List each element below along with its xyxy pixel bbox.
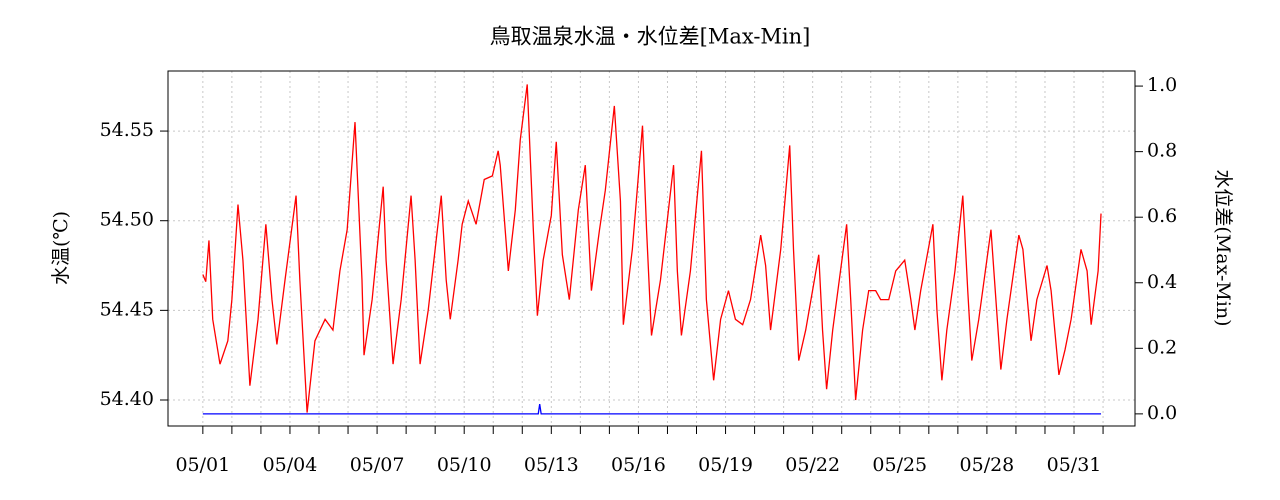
- y-tick-label: 54.55: [100, 119, 154, 141]
- x-tick-label: 05/22: [785, 454, 840, 476]
- plot-frame: [167, 70, 1136, 427]
- x-tick-label: 05/04: [263, 454, 318, 476]
- x-tick-label: 05/25: [872, 454, 927, 476]
- y2-tick-label: 0.4: [1147, 271, 1177, 293]
- y2-tick-label: 1.0: [1147, 74, 1177, 96]
- data-line: [202, 403, 1102, 415]
- y2-tick-label: 0.6: [1147, 205, 1177, 227]
- data-line: [202, 84, 1102, 413]
- y-tick-label: 54.50: [100, 209, 154, 231]
- y2-tick-label: 0.8: [1147, 140, 1177, 162]
- y2-tick-label: 0.0: [1147, 402, 1177, 424]
- y2-tick-label: 0.2: [1147, 336, 1177, 358]
- y-tick-label: 54.45: [100, 298, 154, 320]
- y-axis-label: 水温(℃): [50, 211, 72, 285]
- x-tick-label: 05/10: [437, 454, 492, 476]
- y2-axis-label: 水位差(Max-Min): [1212, 169, 1234, 326]
- x-tick-label: 05/01: [175, 454, 230, 476]
- x-tick-label: 05/16: [611, 454, 666, 476]
- y-tick-label: 54.40: [100, 388, 154, 410]
- x-tick-label: 05/19: [698, 454, 753, 476]
- chart-title: 鳥取温泉水温・水位差[Max-Min]: [490, 25, 811, 49]
- x-tick-label: 05/28: [960, 454, 1015, 476]
- x-tick-label: 05/31: [1047, 454, 1102, 476]
- x-tick-label: 05/07: [350, 454, 405, 476]
- x-tick-label: 05/13: [524, 454, 579, 476]
